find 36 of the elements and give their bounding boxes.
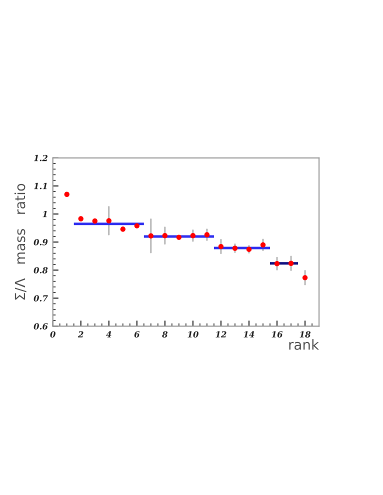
x-tick-label: 18	[300, 331, 311, 338]
point	[190, 233, 196, 238]
point	[120, 226, 126, 232]
x-tick-label: 2	[78, 331, 84, 338]
y-tick-label: 0.8	[34, 267, 48, 274]
point	[302, 275, 308, 280]
x-tick-label: 16	[272, 331, 283, 338]
x-tick-label: 6	[134, 331, 140, 338]
y-tick-label: 1	[42, 210, 47, 218]
point	[176, 234, 182, 240]
x-tick-label: 8	[162, 331, 168, 338]
x-tick-label: 12	[216, 331, 226, 338]
x-tick-label: 14	[244, 331, 254, 338]
x-tick-label: 0	[50, 331, 56, 338]
y-tick-label: 1.1	[34, 182, 47, 190]
x-tick-label: 10	[188, 331, 198, 338]
x-tick-label: 4	[106, 331, 112, 338]
x-axis-title: rank	[289, 339, 319, 350]
point	[260, 242, 266, 248]
y-tick-label: 1.2	[34, 154, 48, 162]
point	[288, 260, 294, 266]
point	[274, 261, 280, 266]
y-tick-label: 0.6	[34, 323, 48, 330]
y-axis-title: Σ/Λ mass ratio	[14, 184, 26, 300]
point	[162, 233, 168, 238]
point	[78, 216, 84, 222]
point	[204, 232, 210, 238]
point	[232, 246, 238, 251]
point	[106, 218, 112, 224]
point	[64, 192, 70, 197]
y-tick-label: 0.9	[34, 239, 48, 246]
point	[218, 244, 224, 250]
point	[148, 233, 154, 238]
point	[134, 223, 140, 228]
point	[92, 218, 98, 224]
y-tick-label: 0.7	[34, 295, 48, 302]
